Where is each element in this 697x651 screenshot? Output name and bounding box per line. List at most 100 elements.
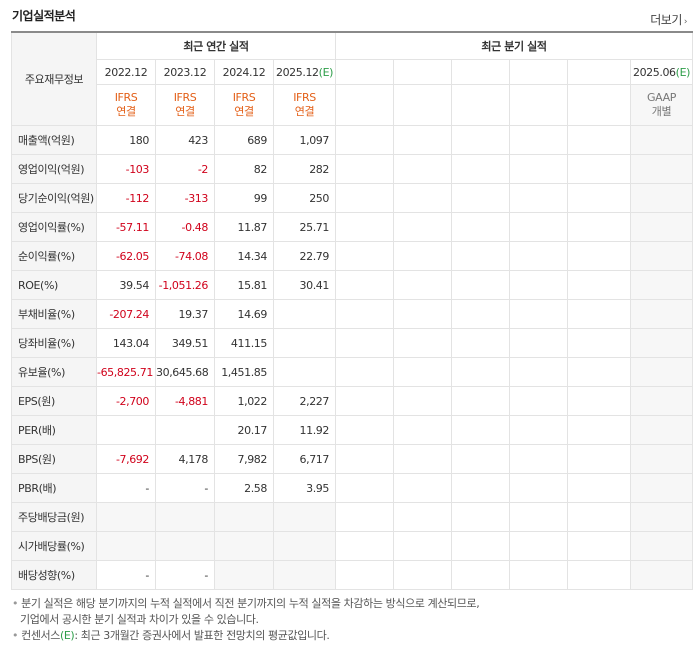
cell-quarter-4 <box>567 183 631 213</box>
cell-annual-2: 1,022 <box>214 386 274 416</box>
table-row: 주당배당금(원) <box>11 502 693 532</box>
cell-annual-3: 11.92 <box>273 415 336 445</box>
cell-quarter-2 <box>451 415 510 445</box>
row-label: 당좌비율(%) <box>11 328 97 358</box>
cell-quarter-0 <box>335 270 394 300</box>
cell-quarter-5 <box>630 502 693 532</box>
cell-quarter-5 <box>630 328 693 358</box>
cell-quarter-1 <box>393 241 452 271</box>
cell-quarter-1 <box>393 531 452 561</box>
cell-quarter-0 <box>335 357 394 387</box>
cell-quarter-4 <box>567 473 631 503</box>
cell-quarter-0 <box>335 444 394 474</box>
cell-quarter-0 <box>335 386 394 416</box>
table-row: PBR(배) - -2.58 3.95 <box>11 473 693 503</box>
table-row: EPS(원) -2,700 -4,881 1,022 2,227 <box>11 386 693 416</box>
cell-annual-1 <box>155 502 215 532</box>
row-label: BPS(원) <box>11 444 97 474</box>
cell-quarter-4 <box>567 531 631 561</box>
cell-quarter-5 <box>630 560 693 590</box>
cell-annual-2: 14.69 <box>214 299 274 329</box>
cell-quarter-0 <box>335 125 394 155</box>
cell-annual-1: 19.37 <box>155 299 215 329</box>
cell-annual-2: 82 <box>214 154 274 184</box>
annual-year-3-text: 2025.12 <box>275 65 319 79</box>
cell-annual-1: 4,178 <box>155 444 215 474</box>
cell-annual-3 <box>273 502 336 532</box>
table-row: 순이익률(%) -62.05 -74.08 14.34 22.79 <box>11 241 693 271</box>
footnotes: • 분기 실적은 해당 분기까지의 누적 실적에서 직전 분기까지의 누적 실적을… <box>12 596 480 644</box>
table-row: BPS(원) -7,692 4,178 7,982 6,717 <box>11 444 693 474</box>
cell-quarter-5 <box>630 299 693 329</box>
annual-year-3-est: (E) <box>318 65 334 79</box>
cell-annual-2: 11.87 <box>214 212 274 242</box>
cell-annual-0: 39.54 <box>96 270 156 300</box>
quarter-year-2 <box>451 59 510 85</box>
cell-quarter-3 <box>509 270 568 300</box>
annual-type-2-scope: 연결 <box>234 105 254 118</box>
table-row: 부채비율(%) -207.24 19.37 14.69 <box>11 299 693 329</box>
cell-quarter-2 <box>451 386 510 416</box>
cell-annual-1: 30,645.68 <box>155 357 215 387</box>
cell-quarter-3 <box>509 212 568 242</box>
cell-quarter-5 <box>630 473 693 503</box>
cell-annual-3: 3.95 <box>273 473 336 503</box>
cell-quarter-0 <box>335 241 394 271</box>
quarter-year-3 <box>509 59 568 85</box>
quarter-year-4 <box>567 59 631 85</box>
cell-quarter-1 <box>393 473 452 503</box>
annual-type-3: IFRS 연결 <box>273 84 336 126</box>
quarter-type-5-std: GAAP <box>647 91 676 104</box>
annual-year-0: 2022.12 <box>96 59 156 85</box>
annual-year-3: 2025.12(E) <box>273 59 336 85</box>
cell-quarter-2 <box>451 328 510 358</box>
cell-annual-1: - <box>155 560 215 590</box>
quarter-type-0 <box>335 84 394 126</box>
table-row: 매출액(억원) 180 423 689 1,097 <box>11 125 693 155</box>
cell-quarter-5 <box>630 386 693 416</box>
annual-type-1: IFRS 연결 <box>155 84 215 126</box>
cell-annual-1: -74.08 <box>155 241 215 271</box>
cell-annual-1 <box>155 531 215 561</box>
cell-quarter-3 <box>509 299 568 329</box>
cell-quarter-5 <box>630 212 693 242</box>
cell-quarter-3 <box>509 560 568 590</box>
cell-quarter-1 <box>393 328 452 358</box>
quarter-year-1 <box>393 59 452 85</box>
annual-type-1-std: IFRS <box>173 91 197 104</box>
cell-quarter-1 <box>393 502 452 532</box>
cell-annual-1: -1,051.26 <box>155 270 215 300</box>
row-label: 당기순이익(억원) <box>11 183 97 213</box>
quarter-type-4 <box>567 84 631 126</box>
cell-annual-3: 1,097 <box>273 125 336 155</box>
annual-year-2: 2024.12 <box>214 59 274 85</box>
cell-quarter-3 <box>509 183 568 213</box>
cell-annual-0: - <box>96 560 156 590</box>
cell-annual-1: -2 <box>155 154 215 184</box>
cell-annual-1: - <box>155 473 215 503</box>
cell-quarter-3 <box>509 415 568 445</box>
quarter-type-5: GAAP 개별 <box>630 84 693 126</box>
cell-quarter-3 <box>509 531 568 561</box>
cell-annual-2: 15.81 <box>214 270 274 300</box>
cell-quarter-0 <box>335 212 394 242</box>
quarter-year-5-est: (E) <box>675 65 691 79</box>
footnote-1: • 분기 실적은 해당 분기까지의 누적 실적에서 직전 분기까지의 누적 실적을… <box>12 597 480 610</box>
footnote-2-post: : 최근 3개월간 증권사에서 발표한 전망치의 평균값입니다. <box>74 629 330 642</box>
cell-quarter-4 <box>567 328 631 358</box>
cell-annual-3: 282 <box>273 154 336 184</box>
cell-annual-2: 2.58 <box>214 473 274 503</box>
cell-quarter-3 <box>509 154 568 184</box>
footnote-1-text: 분기 실적은 해당 분기까지의 누적 실적에서 직전 분기까지의 누적 실적을 … <box>21 597 480 610</box>
annual-type-2-std: IFRS <box>232 91 256 104</box>
annual-type-3-std: IFRS <box>293 91 316 104</box>
cell-quarter-3 <box>509 386 568 416</box>
cell-quarter-1 <box>393 415 452 445</box>
more-link[interactable]: 더보기 › <box>650 11 687 28</box>
quarter-type-2 <box>451 84 510 126</box>
quarter-type-5-scope: 개별 <box>651 105 672 118</box>
financial-table-container: 주요재무정보 최근 연간 실적 최근 분기 실적 2022.12 2023.12 2024… <box>11 31 693 590</box>
cell-annual-1 <box>155 415 215 445</box>
cell-quarter-2 <box>451 560 510 590</box>
cell-annual-3: 25.71 <box>273 212 336 242</box>
